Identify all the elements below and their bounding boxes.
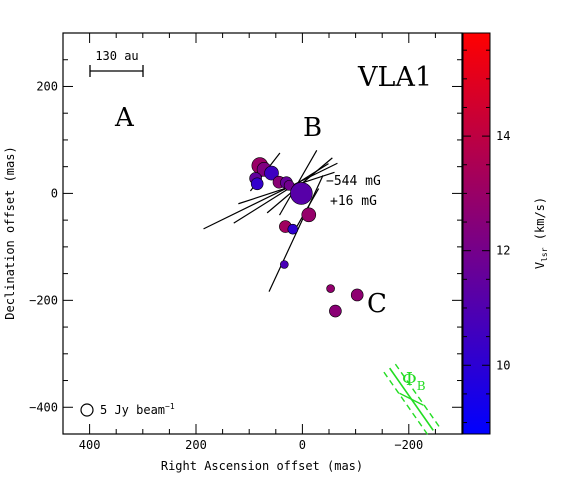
x-tick-label: 0: [299, 438, 306, 452]
maser-point: [301, 207, 317, 223]
phi-b-label: ΦB: [402, 369, 426, 393]
maser-points: [249, 157, 364, 318]
beam-exponent: −1: [165, 402, 175, 411]
polarization-vector: [233, 163, 329, 224]
scale-bar-label: 130 au: [95, 49, 138, 63]
axis-tick-labels: 400 200 0 −200 200 0 −200 −400: [29, 79, 423, 452]
phi-b-uncertainty: [383, 371, 429, 435]
x-tick-label: 200: [185, 438, 207, 452]
polarization-vectors: [203, 149, 338, 292]
x-axis-label: Right Ascension offset (mas): [161, 459, 363, 473]
y-axis-label: Declination offset (mas): [3, 146, 17, 319]
maser-point: [280, 260, 289, 269]
maser-point: [329, 304, 342, 318]
phi-b-uncertainty: [394, 363, 440, 427]
polarization-vector: [203, 162, 338, 230]
region-b-label: B: [303, 113, 322, 143]
y-tick-label: 200: [36, 79, 58, 93]
field-label-2: +16 mG: [330, 194, 377, 209]
maser-point: [326, 284, 335, 293]
beam-label: 5 Jy beam: [100, 403, 165, 417]
polarization-vector: [268, 175, 324, 292]
maser-point: [287, 223, 299, 235]
colorbar-label-rest: (km/s): [533, 197, 547, 248]
colorbar-ticks: 10 12 14: [463, 49, 510, 424]
y-tick-label: 0: [51, 186, 58, 200]
phi-b-cross: [399, 392, 424, 406]
phi-subscript: B: [417, 379, 426, 393]
colorbar-label: Vlsr (km/s): [533, 197, 549, 269]
plot-frame: [62, 32, 463, 435]
colorbar-tick-label: 10: [496, 358, 510, 372]
colorbar-label-sub: lsr: [540, 247, 549, 262]
field-label-1: −544 mG: [326, 174, 381, 189]
colorbar: [462, 32, 491, 435]
title-label: VLA1: [357, 62, 432, 93]
y-tick-label: −200: [29, 293, 58, 307]
beam-legend: 5 Jy beam−1: [80, 402, 175, 417]
region-c-label: C: [367, 289, 387, 319]
colorbar-tick-label: 12: [496, 244, 510, 258]
svg-text:5 Jy beam−1: 5 Jy beam−1: [100, 402, 175, 417]
x-tick-label: −200: [394, 438, 423, 452]
y-tick-label: −400: [29, 400, 58, 414]
maser-point: [290, 182, 313, 205]
maser-point: [350, 288, 364, 302]
beam-circle: [80, 403, 94, 417]
maser-point: [250, 177, 264, 191]
phi-b-symbol: [383, 363, 440, 435]
phi-symbol: Φ: [402, 369, 417, 390]
scale-bar: 130 au: [89, 49, 144, 77]
colorbar-tick-label: 14: [496, 129, 510, 143]
region-a-label: A: [114, 103, 135, 133]
maser-point: [264, 165, 279, 181]
axis-ticks: [63, 32, 463, 435]
colorbar-label-main: V: [533, 262, 547, 269]
x-tick-label: 400: [79, 438, 101, 452]
